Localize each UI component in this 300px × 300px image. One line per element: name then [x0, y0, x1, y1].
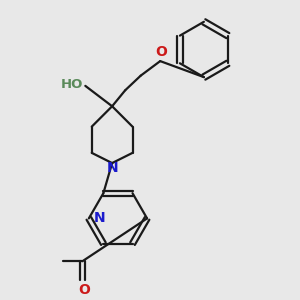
Text: N: N	[106, 161, 118, 175]
Text: O: O	[155, 45, 167, 59]
Text: O: O	[78, 283, 90, 296]
Text: N: N	[94, 211, 106, 224]
Text: HO: HO	[61, 78, 83, 91]
